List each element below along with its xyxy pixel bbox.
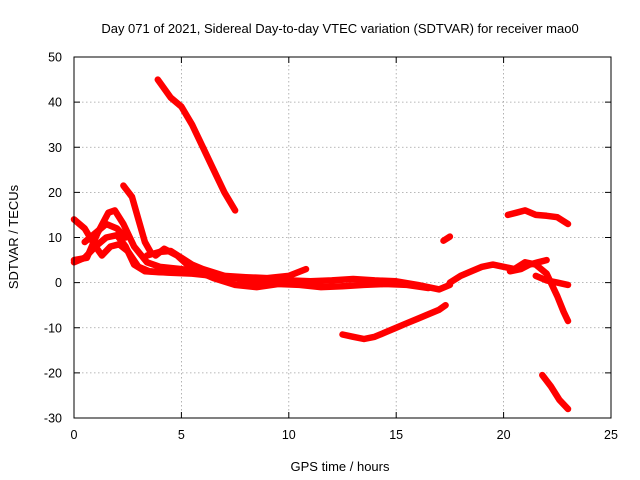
x-tick-label: 15 [389,428,403,442]
x-tick-label: 5 [178,428,185,442]
y-tick-label: -30 [44,412,62,426]
y-tick-label: 20 [48,186,62,200]
series-arc-4 [81,220,129,246]
series-arc-3 [70,207,228,282]
axis-ticks: 0 5 10 15 20 25 -30 -20 -10 0 10 20 30 40 50 [44,51,618,443]
x-tick-label: 10 [282,428,296,442]
series-arc-15 [539,371,572,413]
chart-title: Day 071 of 2021, Sidereal Day-to-day VTE… [101,21,578,36]
series-arc-10 [440,233,454,244]
series-arc-8 [154,76,239,214]
y-tick-label: 30 [48,141,62,155]
series-arc-9 [339,301,449,343]
y-axis-label: SDTVAR / TECUs [6,184,21,289]
series-arc-5 [120,182,155,257]
series-arc-13 [504,207,572,228]
series-arc-14 [532,272,572,289]
x-axis-label: GPS time / hours [291,459,390,474]
y-tick-label: -10 [44,321,62,335]
y-tick-label: 50 [48,51,62,65]
y-tick-label: 40 [48,96,62,110]
x-tick-label: 0 [71,428,78,442]
grid [74,57,611,418]
series-arc-7 [152,245,432,292]
y-tick-label: -20 [44,366,62,380]
series-arc-12 [506,256,550,275]
y-tick-label: 10 [48,231,62,245]
x-tick-label: 25 [604,428,618,442]
series-group [70,76,572,413]
y-tick-label: 0 [55,276,62,290]
x-tick-label: 20 [497,428,511,442]
